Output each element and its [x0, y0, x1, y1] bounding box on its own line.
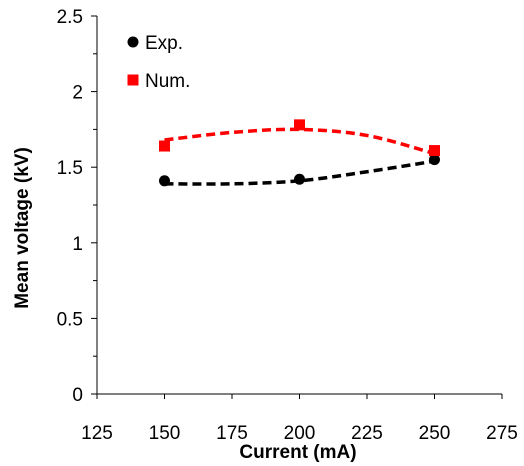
x-ticks: 125 150 175 200 225 250 275	[81, 394, 518, 444]
x-tick-label: 225	[351, 423, 383, 444]
x-tick-label: 275	[486, 423, 518, 444]
data-point-num	[294, 119, 305, 131]
data-point-num	[429, 145, 440, 157]
y-tick-label: 0.5	[57, 309, 83, 330]
x-tick-label: 250	[419, 423, 451, 444]
y-ticks: 0 0.5 1 1.5 2 2.5	[57, 7, 97, 406]
legend-marker-exp	[127, 36, 139, 48]
data-point-exp	[159, 175, 170, 187]
x-tick-label: 175	[216, 423, 248, 444]
x-tick-label: 200	[284, 423, 316, 444]
data-point-exp	[429, 154, 440, 166]
x-tick-label: 125	[81, 423, 113, 444]
legend-marker-num	[127, 74, 139, 86]
y-tick-label: 2	[72, 83, 83, 104]
y-tick-label: 0	[72, 385, 83, 406]
data-point-exp	[294, 173, 305, 185]
legend-label-exp: Exp.	[145, 33, 183, 54]
y-tick-label: 1.5	[57, 158, 83, 179]
markers	[159, 119, 440, 187]
trendline-num	[164, 127, 435, 156]
legend-label-num: Num.	[145, 71, 190, 92]
legend: Exp. Num.	[127, 33, 190, 92]
y-axis-title: Mean voltage (kV)	[12, 147, 33, 309]
y-tick-label: 1	[72, 234, 83, 255]
x-tick-label: 150	[149, 423, 181, 444]
y-tick-label: 2.5	[57, 7, 83, 28]
data-point-num	[159, 140, 170, 152]
x-axis-title: Current (mA)	[239, 442, 356, 463]
trendline-exp	[164, 159, 435, 186]
trendlines	[164, 127, 435, 186]
